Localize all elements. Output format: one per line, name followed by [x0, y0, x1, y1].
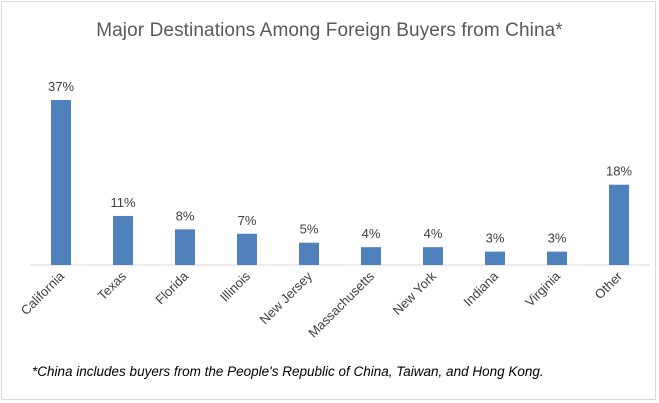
bar-other — [609, 184, 629, 265]
bar-texas — [113, 215, 133, 265]
data-label: 11% — [110, 195, 135, 210]
bar-new-york — [423, 247, 443, 265]
x-tick-label: Virginia — [522, 268, 564, 310]
x-tick-label: Illinois — [217, 268, 254, 305]
x-tick-label: New Jersey — [256, 268, 315, 327]
data-label: 4% — [424, 226, 443, 241]
x-tick-label: Indiana — [460, 268, 501, 309]
data-label: 3% — [486, 231, 505, 246]
x-tick-label: Other — [592, 268, 626, 302]
data-label: 18% — [606, 164, 632, 179]
bar-virginia — [547, 251, 567, 265]
bar-florida — [175, 229, 195, 265]
data-label: 4% — [362, 226, 381, 241]
bar-indiana — [485, 251, 505, 265]
data-label: 5% — [300, 222, 319, 237]
bar-massachusetts — [361, 247, 381, 265]
footnote: *China includes buyers from the People's… — [32, 364, 544, 379]
x-tick-label: California — [18, 268, 68, 318]
bar-new-jersey — [299, 242, 319, 265]
x-tick-label: New York — [390, 268, 440, 318]
data-label: 8% — [176, 208, 195, 223]
data-label: 7% — [238, 213, 257, 228]
x-tick-label: Massachusetts — [305, 268, 377, 340]
bar-illinois — [237, 233, 257, 265]
data-label: 37% — [48, 79, 74, 94]
bar-california — [51, 100, 71, 265]
data-label: 3% — [548, 231, 567, 246]
x-tick-label: Florida — [152, 268, 191, 307]
chart-title: Major Destinations Among Foreign Buyers … — [96, 20, 563, 41]
x-tick-label: Texas — [94, 268, 129, 303]
